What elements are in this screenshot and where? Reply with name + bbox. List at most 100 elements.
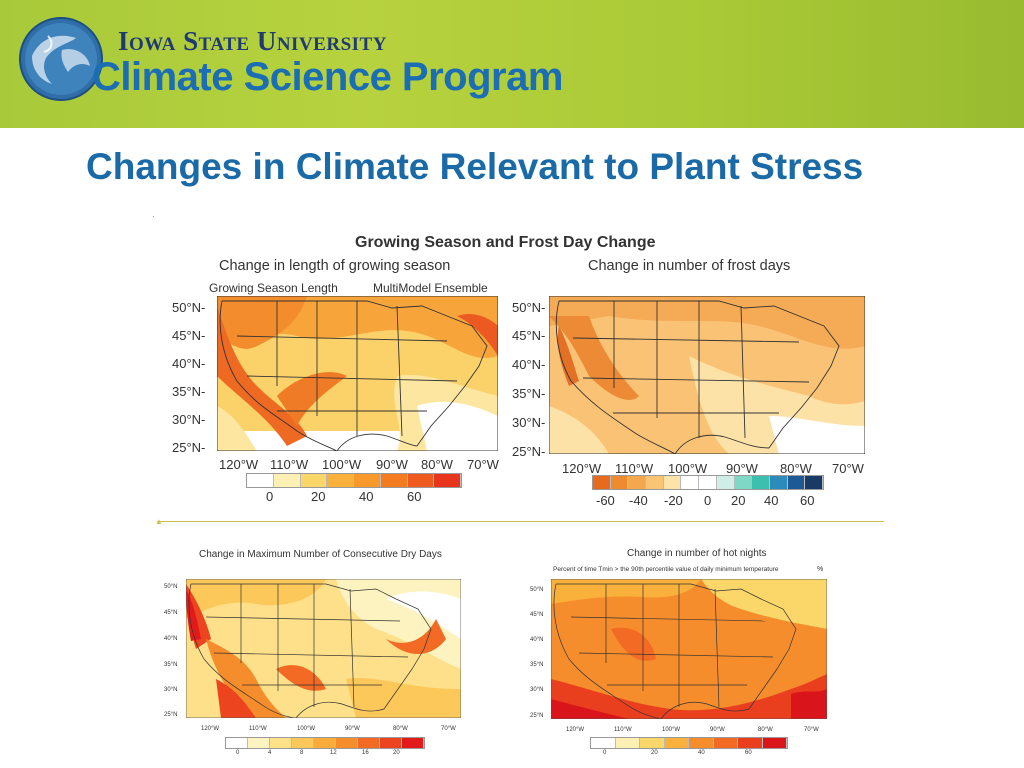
- lat-tick: 35°N-: [512, 386, 546, 401]
- lon-tick: 90°W: [345, 726, 360, 732]
- legend-tick: 40: [698, 750, 705, 756]
- lat-tick: 45°N: [530, 612, 544, 618]
- lat-tick: 35°N: [530, 662, 544, 668]
- lon-tick: 110°W: [249, 726, 267, 732]
- legend-tick: 0: [236, 750, 240, 756]
- university-name: Iowa State University: [118, 26, 387, 56]
- legend-swatch: [248, 738, 270, 748]
- legend-swatch: [716, 476, 735, 489]
- lat-tick: 40°N: [164, 636, 178, 642]
- lon-tick: 80°W: [393, 726, 408, 732]
- legend-tick: 20: [311, 489, 326, 504]
- dry-days-legend-bar: [225, 737, 425, 749]
- lon-tick: 80°W: [758, 727, 773, 733]
- hot-nights-unit: %: [817, 566, 824, 573]
- hot-nights-subtitle: Percent of time Tmin > the 90th percenti…: [553, 566, 779, 573]
- lat-tick: 30°N: [530, 687, 544, 693]
- growing-season-map: [217, 296, 498, 451]
- legend-swatch: [762, 738, 787, 748]
- lat-tick: 30°N: [164, 687, 178, 693]
- lon-tick: 70°W: [832, 461, 864, 476]
- legend-swatch: [663, 476, 682, 489]
- lon-tick: 110°W: [270, 457, 309, 472]
- lat-tick: 50°N: [164, 584, 178, 590]
- lat-tick: 40°N-: [512, 357, 546, 372]
- legend-swatch: [273, 474, 301, 487]
- legend-swatch: [713, 738, 738, 748]
- legend-tick: 4: [268, 750, 272, 756]
- lat-tick: 25°N-: [172, 440, 206, 455]
- legend-tick: 60: [407, 489, 422, 504]
- slide-marker: ·: [152, 212, 155, 221]
- legend-swatch: [610, 476, 629, 489]
- legend-tick: -40: [629, 493, 648, 508]
- legend-swatch: [380, 738, 402, 748]
- legend-tick: 60: [745, 750, 752, 756]
- lat-tick: 40°N: [530, 637, 544, 643]
- lon-tick: 70°W: [441, 726, 456, 732]
- legend-swatch: [247, 474, 274, 487]
- dry-days-map: [186, 579, 461, 718]
- legend-swatch: [615, 738, 640, 748]
- lon-tick: 100°W: [322, 457, 362, 472]
- lon-tick: 90°W: [376, 457, 408, 472]
- lat-tick: 40°N-: [172, 356, 206, 371]
- legend-swatch: [407, 474, 435, 487]
- lon-tick: 70°W: [467, 457, 499, 472]
- growing-season-legend-bar: [246, 473, 462, 488]
- lon-tick: 70°W: [804, 727, 819, 733]
- legend-tick: -20: [664, 493, 683, 508]
- legend-swatch: [336, 738, 358, 748]
- lat-tick: 25°N: [530, 713, 544, 719]
- legend-swatch: [354, 474, 381, 487]
- legend-swatch: [270, 738, 292, 748]
- legend-swatch: [591, 738, 616, 748]
- legend-tick: 0: [266, 489, 274, 504]
- legend-swatch: [358, 738, 380, 748]
- lat-tick: 35°N-: [172, 384, 206, 399]
- lon-tick: 120°W: [562, 461, 602, 476]
- legend-swatch: [292, 738, 314, 748]
- lon-tick: 110°W: [615, 461, 654, 476]
- lat-tick: 30°N-: [512, 415, 546, 430]
- lon-tick: 90°W: [710, 727, 725, 733]
- legend-tick: 0: [603, 750, 607, 756]
- legend-tick: 20: [651, 750, 658, 756]
- hot-nights-title: Change in number of hot nights: [627, 548, 767, 559]
- legend-tick: 40: [764, 493, 779, 508]
- legend-swatch: [769, 476, 788, 489]
- legend-swatch: [640, 738, 665, 748]
- growing-season-subtitle: Change in length of growing season: [219, 258, 451, 274]
- growing-season-length-label: Growing Season Length: [209, 281, 338, 295]
- legend-swatch: [805, 476, 823, 489]
- legend-swatch: [664, 738, 689, 748]
- figure-divider: [157, 521, 884, 522]
- legend-swatch: [787, 476, 806, 489]
- dry-days-title: Change in Maximum Number of Consecutive …: [199, 549, 442, 560]
- lon-tick: 90°W: [726, 461, 758, 476]
- hot-nights-map: [551, 579, 827, 719]
- lon-tick: 100°W: [662, 727, 681, 733]
- slide-title: Changes in Climate Relevant to Plant Str…: [86, 146, 864, 187]
- frost-days-legend-bar: [592, 475, 824, 490]
- lat-tick: 30°N-: [172, 412, 206, 427]
- legend-swatch: [226, 738, 248, 748]
- lat-tick: 45°N-: [512, 328, 546, 343]
- lon-tick: 80°W: [780, 461, 812, 476]
- legend-tick: 0: [704, 493, 712, 508]
- legend-swatch: [314, 738, 336, 748]
- lat-tick: 25°N-: [512, 444, 546, 459]
- lat-tick: 50°N-: [172, 300, 206, 315]
- legend-tick: 20: [731, 493, 746, 508]
- globe-logo-icon: [19, 17, 103, 101]
- program-name: Climate Science Program: [92, 55, 563, 99]
- hot-nights-legend-bar: [590, 737, 788, 749]
- legend-swatch: [380, 474, 408, 487]
- lon-tick: 120°W: [566, 727, 585, 733]
- legend-swatch: [593, 476, 611, 489]
- legend-swatch: [327, 474, 354, 487]
- legend-tick: 12: [330, 750, 337, 756]
- legend-swatch: [734, 476, 753, 489]
- lat-tick: 50°N: [530, 587, 544, 593]
- legend-swatch: [646, 476, 664, 489]
